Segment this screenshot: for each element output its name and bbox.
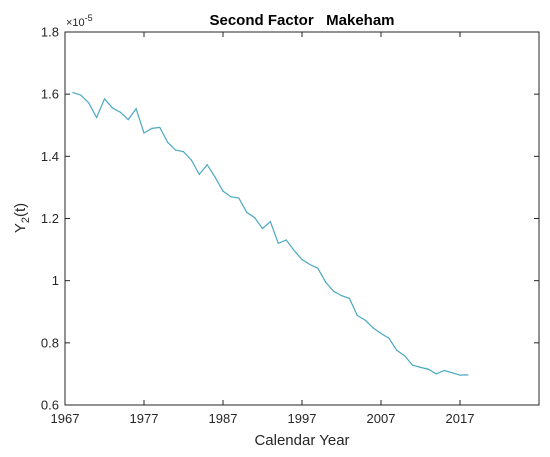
- data-point: [88, 102, 90, 104]
- y-tick-label: 1: [52, 273, 59, 288]
- data-point: [111, 107, 113, 109]
- data-point: [317, 267, 319, 269]
- data-point: [388, 337, 390, 339]
- y-tick-label: 1.6: [41, 87, 59, 102]
- data-point: [333, 290, 335, 292]
- x-tick-label: 1977: [130, 411, 159, 426]
- y-axis-label-sub: 2: [20, 217, 32, 223]
- x-tick-label: 1967: [51, 411, 80, 426]
- data-point: [159, 126, 161, 129]
- y-tick-label: 1.4: [41, 149, 59, 164]
- y-tick-label: 1.2: [41, 211, 59, 226]
- y-axis-label: Y2(t): [12, 203, 32, 233]
- y-exponent-power: -5: [85, 13, 93, 23]
- data-point: [119, 111, 121, 113]
- chart-title: Second Factor Makeham: [209, 12, 394, 29]
- data-point: [246, 211, 248, 213]
- data-point: [151, 127, 153, 129]
- y-axis-label-main: Y: [12, 223, 29, 233]
- x-tick-label: 2017: [446, 411, 475, 426]
- data-point: [254, 216, 256, 219]
- data-point: [96, 116, 98, 119]
- data-point: [427, 368, 429, 370]
- data-point: [412, 364, 414, 366]
- x-tick-label: 1987: [209, 411, 238, 426]
- y-exponent-base: ×10: [66, 17, 85, 29]
- y-tick-label: 1.8: [41, 25, 59, 40]
- x-tick-label: 2007: [367, 411, 396, 426]
- data-point: [72, 92, 74, 94]
- data-point: [238, 197, 240, 199]
- data-point: [372, 327, 374, 329]
- data-point: [190, 159, 192, 161]
- data-point: [285, 239, 287, 241]
- data-point: [451, 372, 453, 374]
- data-point: [309, 263, 311, 266]
- data-point: [198, 173, 200, 175]
- plot-area: [64, 31, 540, 406]
- data-point: [348, 297, 350, 299]
- data-point: [443, 369, 445, 372]
- data-point: [175, 149, 177, 151]
- data-point: [404, 355, 406, 357]
- data-point: [206, 164, 208, 166]
- x-axis-ticks: 1967 1977 1987 1997 2007 2017: [51, 32, 475, 426]
- data-point: [261, 227, 264, 230]
- data-point: [167, 141, 169, 143]
- data-point: [325, 281, 327, 283]
- data-point: [340, 294, 343, 297]
- data-point: [301, 258, 303, 261]
- data-point: [396, 349, 398, 351]
- x-axis-label: Calendar Year: [254, 432, 349, 449]
- y-tick-label: 0.8: [41, 335, 59, 350]
- data-point: [269, 221, 271, 223]
- data-point: [459, 374, 461, 376]
- data-point: [135, 108, 137, 110]
- series-points: [72, 92, 469, 376]
- data-point: [182, 151, 185, 153]
- data-point: [277, 242, 279, 244]
- y-tick-label: 0.6: [41, 398, 59, 413]
- data-point: [419, 366, 422, 368]
- data-point: [143, 132, 145, 134]
- data-point: [467, 374, 469, 376]
- data-point: [80, 94, 82, 96]
- data-point: [380, 332, 382, 335]
- x-tick-label: 1997: [288, 411, 317, 426]
- data-point: [364, 319, 366, 321]
- y-axis-label-tail: (t): [12, 203, 29, 217]
- data-point: [214, 176, 216, 178]
- data-point: [356, 314, 358, 317]
- y-exponent-label: ×10-5: [66, 13, 93, 29]
- y-axis-ticks: 0.6 0.8 1 1.2 1.4 1.6 1.8: [41, 25, 539, 413]
- data-point: [103, 98, 106, 100]
- data-point: [435, 373, 437, 375]
- data-point: [293, 249, 295, 252]
- data-point: [127, 119, 129, 121]
- data-point: [222, 190, 224, 192]
- data-point: [230, 196, 232, 198]
